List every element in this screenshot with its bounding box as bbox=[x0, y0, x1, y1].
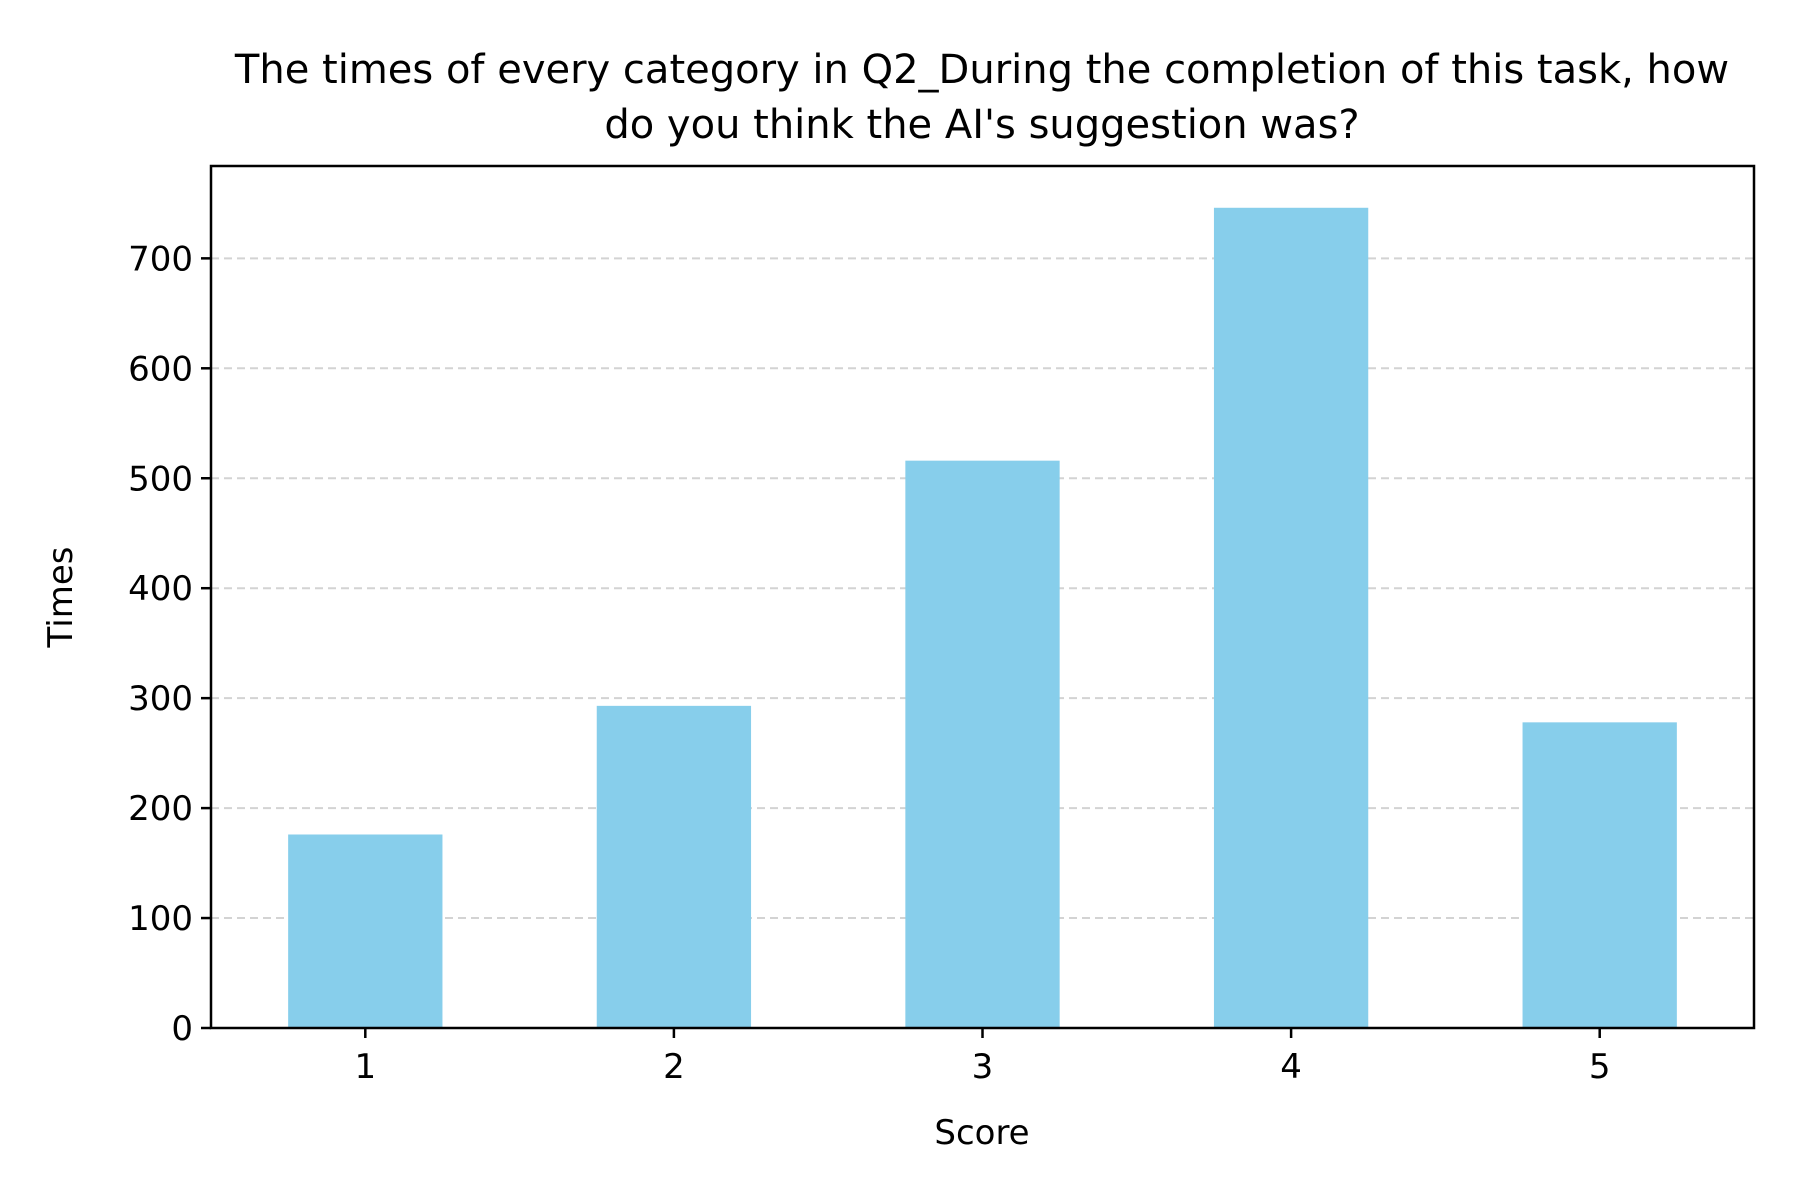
bar-5 bbox=[1522, 722, 1677, 1028]
bars bbox=[288, 207, 1677, 1028]
bar-1 bbox=[288, 834, 443, 1028]
y-tick-label: 300 bbox=[128, 679, 193, 719]
y-tick-label: 600 bbox=[128, 349, 193, 389]
y-axis-ticks: 0 100 200 300 400 500 600 700 bbox=[128, 239, 211, 1049]
x-tick-label: 3 bbox=[972, 1047, 994, 1087]
y-tick-label: 400 bbox=[128, 569, 193, 609]
y-tick-label: 100 bbox=[128, 899, 193, 939]
x-tick-label: 2 bbox=[663, 1047, 685, 1087]
chart-title-line-2: do you think the AI's suggestion was? bbox=[604, 102, 1359, 148]
y-tick-label: 0 bbox=[171, 1009, 193, 1049]
y-tick-label: 500 bbox=[128, 459, 193, 499]
x-tick-label: 1 bbox=[354, 1047, 376, 1087]
x-axis-ticks: 1 2 3 4 5 bbox=[354, 1028, 1611, 1087]
x-axis-label: Score bbox=[934, 1113, 1029, 1153]
bar-3 bbox=[905, 460, 1060, 1028]
bar-4 bbox=[1213, 207, 1369, 1028]
chart-title: The times of every category in Q2_During… bbox=[234, 47, 1729, 148]
bar-2 bbox=[596, 705, 752, 1028]
chart-title-line-1: The times of every category in Q2_During… bbox=[234, 47, 1729, 93]
y-tick-label: 200 bbox=[128, 789, 193, 829]
y-tick-label: 700 bbox=[128, 239, 193, 279]
y-axis-label: Times bbox=[41, 547, 81, 649]
x-tick-label: 4 bbox=[1280, 1047, 1302, 1087]
x-tick-label: 5 bbox=[1589, 1047, 1611, 1087]
